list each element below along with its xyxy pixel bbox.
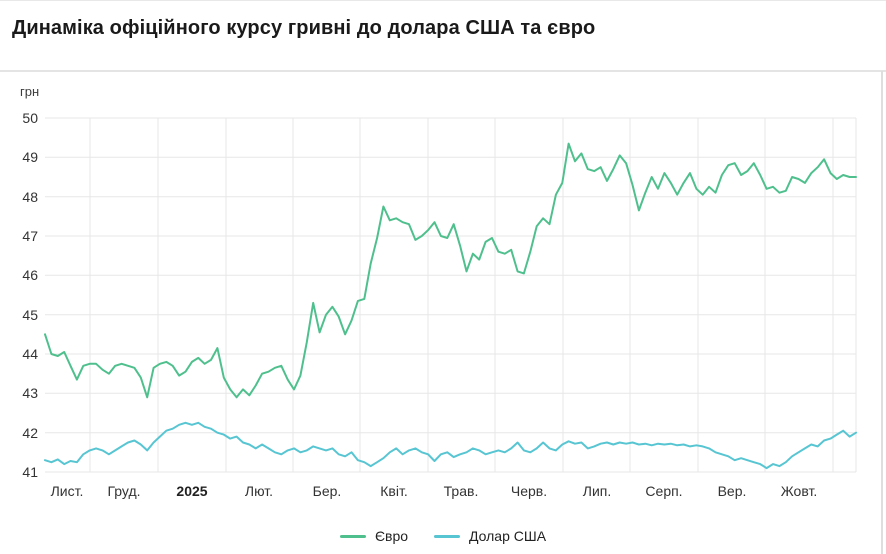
x-tick-label-feb: Лют.	[244, 483, 274, 499]
x-tick-label-sep: Вер.	[717, 483, 747, 499]
chart-legend: Євро Долар США	[0, 524, 886, 548]
x-tick-label-may: Трав.	[443, 483, 479, 499]
y-tick-label-48: 48	[22, 189, 38, 205]
card-right-border	[881, 71, 883, 554]
x-tick-label-2025: 2025	[176, 483, 208, 499]
legend-item-usd[interactable]: Долар США	[434, 528, 546, 544]
x-tick-label-nov: Лист.	[50, 483, 84, 499]
legend-label-usd: Долар США	[469, 528, 547, 544]
y-tick-label-44: 44	[22, 346, 38, 362]
title-divider	[0, 70, 886, 72]
x-tick-label-jul: Лип.	[582, 483, 612, 499]
euro-line-icon	[339, 534, 366, 538]
y-tick-label-46: 46	[22, 267, 38, 283]
chart-gridlines	[45, 117, 857, 473]
y-tick-label-50: 50	[22, 110, 38, 126]
x-tick-label-apr: Квіт.	[380, 483, 408, 499]
x-tick-label-dec: Груд.	[107, 483, 141, 499]
y-tick-label-43: 43	[22, 385, 38, 401]
x-tick-label-oct: Жовт.	[780, 483, 818, 499]
y-tick-label-42: 42	[22, 425, 38, 441]
chart-series-lines	[44, 142, 857, 470]
y-axis-unit-label: грн	[20, 84, 40, 99]
x-tick-label-aug: Серп.	[645, 483, 683, 499]
legend-item-euro[interactable]: Євро	[339, 528, 409, 544]
y-tick-label-49: 49	[22, 149, 38, 165]
legend-label-euro: Євро	[374, 528, 409, 544]
page-title: Динаміка офіційного курсу гривні до дола…	[12, 17, 596, 39]
y-tick-label-45: 45	[22, 307, 38, 323]
y-tick-label-47: 47	[22, 228, 38, 244]
x-tick-label-mar: Бер.	[312, 483, 342, 499]
x-tick-label-jun: Черв.	[510, 483, 548, 499]
usd-line-icon	[434, 534, 461, 538]
y-tick-label-41: 41	[22, 464, 38, 480]
